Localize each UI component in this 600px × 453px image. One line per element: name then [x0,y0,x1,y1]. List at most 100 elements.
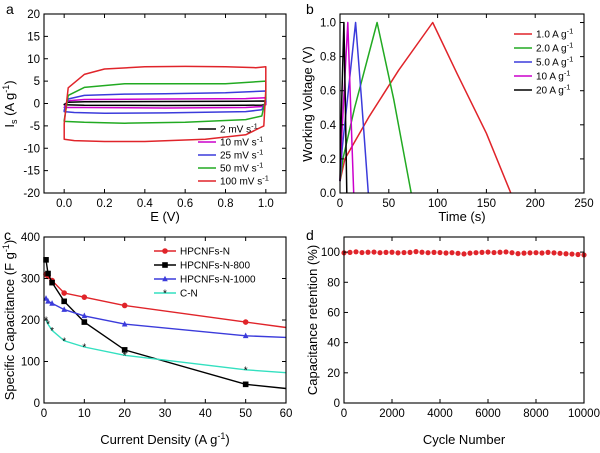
panel-d-xtick-label: 6000 [475,408,501,420]
panel-a-legend-label-0: 2 mV s-1 [220,122,258,136]
panel-c-legend-marker-0 [162,248,168,254]
panel-b: b 0 50 100 150 200 250 0.0 0.2 0.4 0.6 0.8 1.0 Time… [300,1,594,224]
panel-b-xtick-label: 50 [382,198,395,210]
panel-c-point-0 [61,290,67,296]
panel-d-point [425,250,431,256]
panel-c-point-2 [61,306,67,312]
panel-c-xtick-label: 30 [159,408,172,420]
panel-b-xtick-label: 0 [337,198,343,210]
panel-c-legend-label-0: HPCNFs-N [180,247,230,258]
panel-c-legend-marker-1 [162,262,168,268]
panel-d-point [401,249,407,256]
panel-d-ytick-label: 80 [327,277,340,289]
panel-d-ytick-label: 100 [321,247,340,259]
panel-a-series-1 [63,96,267,109]
panel-c-xtick-label: 0 [41,408,47,420]
panel-a-xtick-label: 0.0 [56,198,72,210]
panel-b-ytick-label: 1.0 [320,18,336,30]
panel-d-point [539,250,545,256]
panel-a-ytick-label: -20 [23,188,40,200]
panel-a-series-0 [63,100,267,107]
panel-a-ytick-label: 20 [27,9,40,21]
panel-b-letter: b [306,1,314,17]
panel-c-ytick-label: 0 [34,398,40,410]
panel-d: d 0 2000 4000 6000 8000 10000 0 20 40 60 80 100 Cyc… [305,227,600,447]
panel-c-letter: c [4,227,11,243]
panel-c-point-2 [45,298,51,304]
panel-d-ytick-label: 20 [327,368,340,380]
panel-d-point [497,249,503,255]
panel-a-xtick-label: 0.2 [97,198,113,210]
panel-a: a 0.0 0.2 0.4 0.6 0.8 1.0-20-15-10-505101520 … [1,1,287,224]
panel-c-point-3: * [62,336,66,347]
panel-a-ytick-label: 5 [34,76,40,88]
panel-c-point-3: * [46,320,50,331]
panel-c-point-3: * [44,316,48,327]
panel-d-point [479,249,485,255]
panel-a-xtick-label: 0.6 [177,198,193,210]
panel-c-legend-label-3: C-N [180,289,198,300]
panel-d-point [509,250,515,256]
panel-b-xlabel: Time (s) [438,209,485,224]
panel-d-point [437,249,443,256]
panel-c-point-1 [45,270,51,277]
panel-a-legend-label-1: 10 mV s-1 [220,135,263,149]
panel-b-legend-label-2: 5.0 A g-1 [536,55,573,69]
panel-c-point-3: * [244,365,248,376]
panel-d-plot [341,249,587,258]
panel-d-point [545,249,551,255]
panel-d-point [563,251,569,257]
panel-c-ylabel-text: Specific Capacitance (F g [2,252,17,400]
panel-d-point [503,249,509,255]
panel-d-point [533,250,539,256]
panel-d-point [557,250,563,256]
panel-a-letter: a [6,1,14,17]
panel-d-xtick-label: 0 [341,408,347,420]
panel-a-ytick-label: -5 [30,121,40,133]
panel-c-legend-label-2: HPCNFs-N-1000 [180,275,256,286]
panel-c-point-0 [81,294,88,300]
panel-c-ticks: 0 10 20 30 40 50 60 0 100 200 300 400 [21,232,293,420]
panel-c-plot: ******* [43,257,287,390]
panel-b-xtick-label: 100 [428,198,447,210]
panel-d-point [461,251,467,257]
panel-c-point-3: * [123,351,127,362]
panel-a-ylabel-close: ) [2,80,17,84]
panel-d-xtick-label: 10000 [568,408,600,420]
panel-c-point-2 [242,332,249,339]
panel-a-xtick-label: 0.4 [137,198,154,210]
panel-b-legend-label-4: 20 A g-1 [536,83,570,97]
panel-c-point-1 [49,279,55,286]
panel-c-point-2 [81,312,88,319]
panel-d-point [491,249,497,256]
panel-d-point [521,250,527,256]
panel-c-point-1 [61,298,67,305]
panel-a-ytick-label: 15 [27,31,40,43]
panel-c-legend-marker-3: * [163,289,167,300]
panel-c-point-1 [242,381,249,388]
panel-d-xtick-label: 2000 [379,408,405,420]
panel-c-point-0 [121,302,128,309]
panel-d-xlabel: Cycle Number [423,432,506,447]
panel-c-ylabel: Specific Capacitance (F g-1) [1,240,17,400]
panel-c-xlabel-sup: -1 [217,431,225,441]
panel-d-point [551,250,557,256]
panel-c-point-0 [242,319,249,325]
panel-c-ytick-label: 100 [21,357,40,369]
panel-a-xtick-label: 0.8 [218,198,234,210]
panel-c-xtick-label: 10 [78,408,91,420]
panel-a-ylabel-unit: (A g [2,93,17,120]
panel-a-xlabel: E (V) [150,209,180,224]
panel-c-point-1 [81,319,88,325]
panel-b-frame [339,13,585,194]
panel-c-legend-marker-2 [162,275,168,282]
panel-c-xlabel-text: Current Density (A g [100,432,217,447]
panel-b-series-1 [339,21,412,194]
panel-d-point [569,251,575,257]
panel-b-legend-label-0: 1.0 A g-1 [536,27,573,41]
panel-a-ytick-label: 10 [27,54,40,66]
panel-a-plot [63,65,267,143]
panel-b-ytick-label: 0.2 [320,154,336,166]
